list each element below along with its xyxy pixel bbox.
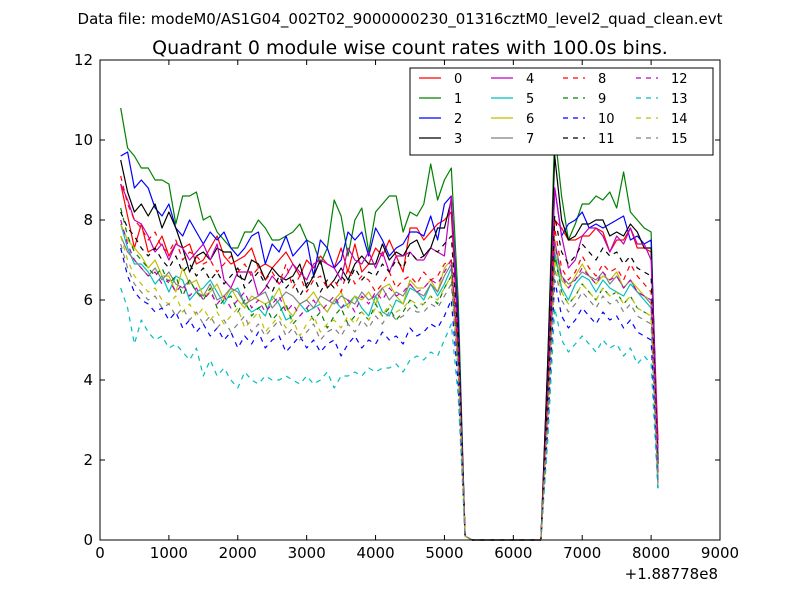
series-line-14	[120, 235, 659, 541]
x-tick-label: 4000	[356, 544, 394, 562]
series-line-9	[120, 207, 659, 541]
figure-suptitle: Data file: modeM0/AS1G04_002T02_90000002…	[78, 10, 723, 29]
x-tick-label: 2000	[219, 544, 257, 562]
series-line-2	[120, 151, 659, 541]
legend-label-15: 15	[671, 132, 688, 147]
y-tick-label: 0	[83, 531, 93, 549]
legend-label-5: 5	[526, 92, 534, 107]
legend-label-6: 6	[526, 112, 534, 127]
series-line-5	[120, 223, 659, 541]
series-line-13	[120, 287, 659, 541]
legend-label-10: 10	[598, 112, 615, 127]
y-tick-label: 6	[83, 291, 93, 309]
x-tick-label: 3000	[288, 544, 326, 562]
legend-label-0: 0	[454, 72, 462, 87]
legend-label-14: 14	[671, 112, 688, 127]
legend-label-1: 1	[454, 92, 462, 107]
legend-label-3: 3	[454, 132, 462, 147]
x-tick-label: 6000	[494, 544, 532, 562]
legend-label-13: 13	[671, 92, 688, 107]
legend-label-2: 2	[454, 112, 462, 127]
y-tick-label: 2	[83, 451, 93, 469]
legend-label-7: 7	[526, 132, 534, 147]
y-tick-label: 12	[74, 51, 93, 69]
x-tick-label: 8000	[632, 544, 670, 562]
x-axis-offset-label: +1.88778e8	[625, 565, 718, 583]
y-tick-label: 10	[74, 131, 93, 149]
series-line-11	[120, 211, 659, 541]
legend-label-12: 12	[671, 72, 688, 87]
x-tick-label: 0	[95, 544, 105, 562]
series-line-10	[120, 247, 659, 541]
x-tick-label: 1000	[150, 544, 188, 562]
series-line-12	[120, 219, 659, 541]
legend-frame	[409, 67, 714, 156]
x-tick-label: 5000	[425, 544, 463, 562]
legend-label-8: 8	[598, 72, 606, 87]
chart-title: Quadrant 0 module wise count rates with …	[152, 37, 668, 59]
plot-series-group	[120, 107, 659, 541]
y-tick-label: 4	[83, 371, 93, 389]
series-line-15	[120, 243, 659, 541]
legend-label-9: 9	[598, 92, 606, 107]
series-line-7	[120, 235, 659, 541]
x-tick-label: 7000	[563, 544, 601, 562]
axis-ticks-group: 0 1000 2000 3000 4000 5000 6000 7000 8000 9000 0 2 4…	[74, 51, 739, 562]
legend-label-4: 4	[526, 72, 534, 87]
x-tick-label: 9000	[701, 544, 739, 562]
legend-label-11: 11	[598, 132, 615, 147]
y-tick-label: 8	[83, 211, 93, 229]
